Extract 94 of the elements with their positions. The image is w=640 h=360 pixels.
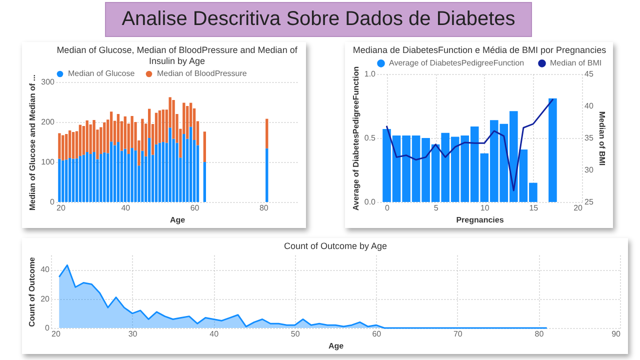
bar <box>266 118 268 148</box>
line-series <box>386 98 554 192</box>
bar <box>113 145 116 202</box>
bar <box>130 148 134 202</box>
bar <box>203 132 206 162</box>
bar <box>168 128 172 202</box>
y-tick-label: 0.0 <box>364 198 376 206</box>
y2-tick-label: 40 <box>584 102 594 110</box>
y-tick-label: 200 <box>41 118 56 126</box>
bar <box>65 160 68 202</box>
x-tick-label: 10 <box>480 204 490 212</box>
y-tick-label: 0.5 <box>364 134 376 142</box>
bar <box>86 152 88 202</box>
y2-tick-label: 35 <box>584 134 594 142</box>
y-tick-label: 100 <box>41 158 56 166</box>
bar <box>148 138 151 202</box>
bar <box>103 152 106 202</box>
x-axis-title: Age <box>328 342 344 350</box>
bar <box>78 124 82 156</box>
y-axis-title: Median of Glucose and Median of ... <box>28 74 38 211</box>
bar <box>203 162 206 202</box>
bar <box>72 158 75 202</box>
y-tick-label: 0 <box>45 324 50 332</box>
x-tick-label: 60 <box>372 330 382 338</box>
x-tick-label: 40 <box>121 204 131 212</box>
bar <box>72 132 75 159</box>
text: Analise Descritiva Sobre Dados de Diabetes <box>105 2 532 37</box>
x-tick-label: 15 <box>529 204 539 212</box>
bar <box>82 154 85 202</box>
y-tick-label: 0 <box>50 198 56 206</box>
bar <box>75 158 78 202</box>
bar <box>116 142 120 202</box>
bar <box>103 122 106 152</box>
bar <box>110 142 113 202</box>
bar <box>62 135 64 160</box>
y-tick-label: 40 <box>40 265 50 274</box>
bar <box>78 156 82 202</box>
x-tick-label: 20 <box>56 204 66 212</box>
bar <box>189 126 192 202</box>
legend-label: Median of Glucose <box>68 69 136 78</box>
bar <box>141 150 144 202</box>
x-tick-label: 90 <box>612 330 622 338</box>
chart-title: Median of Glucose, Median of BloodPressure and Median of Insulin by Age <box>56 45 298 66</box>
bar <box>62 160 64 202</box>
x-tick-label: 70 <box>453 330 463 338</box>
x-axis-title: Age <box>170 216 186 224</box>
x-tick-label: 20 <box>574 204 584 212</box>
bar <box>186 106 189 139</box>
chart-title: Count of Outcome by Age <box>284 241 388 251</box>
bar <box>124 148 126 202</box>
bar <box>172 100 175 139</box>
x-tick-label: 20 <box>52 330 61 338</box>
y2-tick-label: 30 <box>584 166 594 174</box>
bar <box>154 144 158 202</box>
bar <box>68 158 72 202</box>
bar <box>158 110 162 143</box>
x-tick-label: 5 <box>434 204 439 212</box>
bar <box>182 134 186 202</box>
y-tick-label: 20 <box>40 294 50 304</box>
bar <box>176 142 178 202</box>
y-axis-title: Average of DiabetesPedigreeFunction <box>351 66 360 211</box>
y2-tick-label: 45 <box>584 70 594 78</box>
x-tick-label: 80 <box>259 204 269 212</box>
x-tick-label: 40 <box>210 330 220 338</box>
x-tick-label: 50 <box>290 330 300 338</box>
y-axis-title: Count of Outcome <box>28 256 37 327</box>
y-tick-label: 1.0 <box>364 70 376 78</box>
bar <box>58 133 61 159</box>
bar <box>86 120 88 152</box>
bar <box>58 158 61 202</box>
bar <box>548 98 557 202</box>
bar <box>100 154 102 202</box>
x-tick-label: 60 <box>190 204 200 212</box>
bar <box>134 150 137 202</box>
x-tick-label: 80 <box>534 330 544 338</box>
x-tick-label: 0 <box>385 204 390 212</box>
bar <box>65 134 68 160</box>
chart-title: Mediana de DiabetesFunction e Média de BMI por Pregnancies <box>352 45 607 55</box>
bar <box>89 124 92 154</box>
y-tick-label: 300 <box>41 78 56 86</box>
bar <box>68 130 72 158</box>
y2-axis-title: Median of BMI <box>597 111 606 166</box>
x-axis-title: Pregnancies <box>456 216 504 224</box>
x-tick-label: 30 <box>128 330 138 338</box>
bar <box>162 110 165 142</box>
bar <box>266 148 268 202</box>
bar <box>89 154 92 202</box>
bar <box>158 142 162 202</box>
bar <box>92 152 96 202</box>
legend-label: Median of BMI <box>550 58 602 68</box>
legend-label: Average of DiabetesPedigreeFunction <box>389 58 524 68</box>
y2-tick-label: 25 <box>584 198 594 206</box>
legend-label: Median of BloodPressure <box>157 69 248 78</box>
bar <box>162 142 165 202</box>
